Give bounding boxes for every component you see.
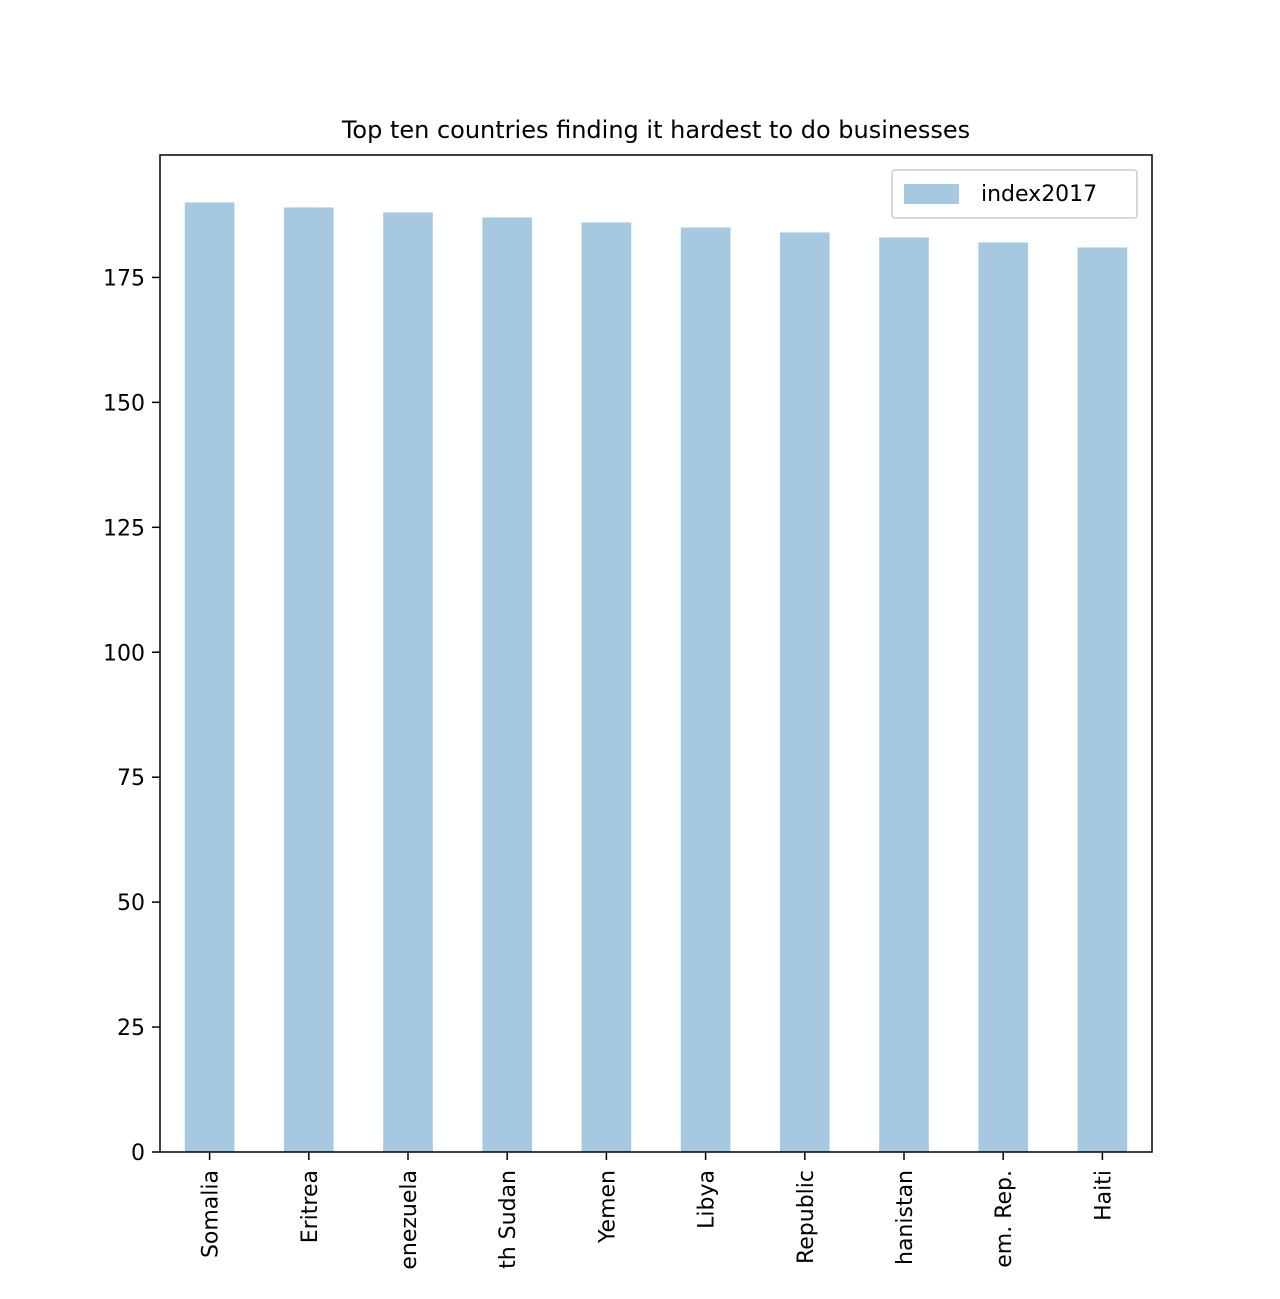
y-axis: 0 25 50 75 100 125 150 175 <box>103 266 160 1166</box>
legend-frame <box>891 169 1138 219</box>
x-tick-label-5: Libya <box>695 1170 720 1229</box>
y-tick-label-0: 0 <box>131 1141 145 1166</box>
y-tick-label-3: 75 <box>117 766 145 791</box>
x-tick-label-9: Haiti <box>1091 1170 1116 1221</box>
legend-swatch <box>904 184 959 204</box>
y-tick-label-6: 150 <box>103 391 145 416</box>
x-axis: Somalia Eritrea enezuela th Sudan Yemen Libya… <box>199 1152 1116 1270</box>
x-tick-label-3: th Sudan <box>496 1170 521 1269</box>
x-tick-label-6: Republic <box>794 1170 819 1264</box>
bar-7 <box>879 237 929 1153</box>
bar-3 <box>482 217 532 1152</box>
x-tick-label-1: Eritrea <box>298 1170 323 1243</box>
bar-1 <box>284 207 334 1152</box>
x-tick-label-7: hanistan <box>893 1170 918 1265</box>
legend: index2017 <box>891 169 1138 219</box>
bar-4 <box>581 222 632 1152</box>
bar-5 <box>680 227 731 1153</box>
y-tick-label-5: 125 <box>103 516 145 541</box>
bars-layer <box>184 202 1128 1153</box>
x-tick-label-2: enezuela <box>397 1170 422 1270</box>
y-tick-label-4: 100 <box>103 641 145 666</box>
bar-9 <box>1077 247 1128 1153</box>
bar-8 <box>978 242 1028 1152</box>
bar-6 <box>780 232 830 1152</box>
chart-title: Top ten countries finding it hardest to … <box>341 116 970 144</box>
x-tick-label-0: Somalia <box>199 1170 224 1258</box>
y-tick-label-7: 175 <box>103 266 145 291</box>
bar-0 <box>184 202 235 1152</box>
bar-2 <box>383 212 433 1152</box>
x-tick-label-4: Yemen <box>595 1170 620 1244</box>
legend-label: index2017 <box>981 182 1097 207</box>
y-tick-label-1: 25 <box>117 1016 145 1041</box>
x-tick-label-8: em. Rep. <box>992 1170 1017 1268</box>
y-tick-label-2: 50 <box>117 891 145 916</box>
plot-frame <box>159 154 1153 1153</box>
